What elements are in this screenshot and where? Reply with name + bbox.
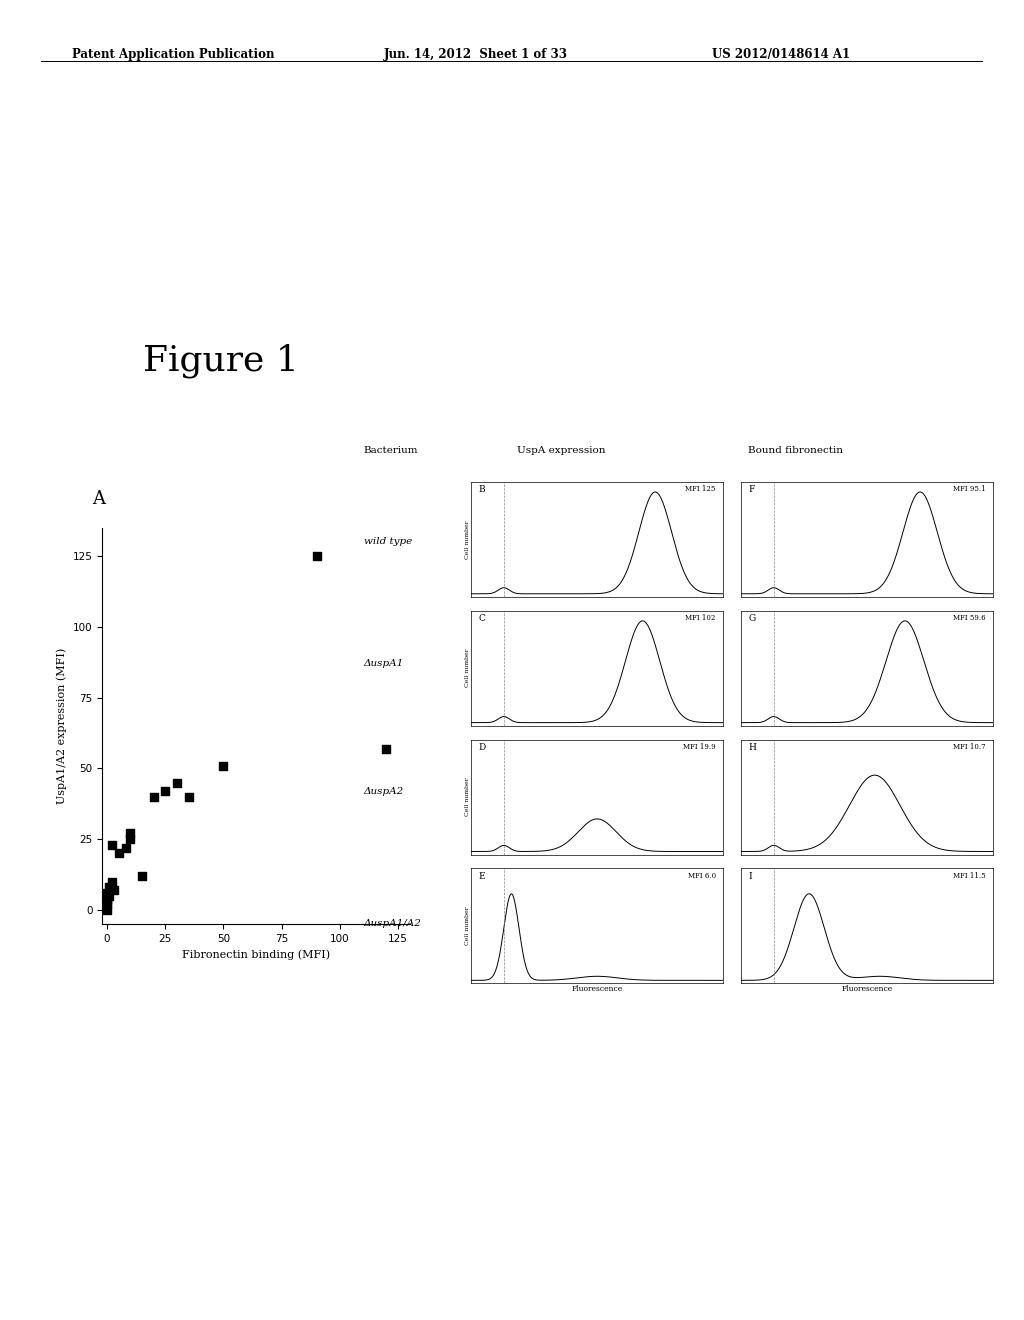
Text: UspA expression: UspA expression bbox=[517, 446, 605, 455]
Point bbox=[99, 899, 116, 920]
Point bbox=[122, 829, 138, 850]
Text: MFI 95.1: MFI 95.1 bbox=[953, 486, 986, 494]
Point bbox=[99, 888, 116, 909]
X-axis label: Fluorescence: Fluorescence bbox=[571, 985, 623, 993]
Point bbox=[101, 876, 118, 898]
Text: MFI 102: MFI 102 bbox=[685, 614, 716, 622]
Point bbox=[103, 834, 120, 855]
Text: F: F bbox=[749, 486, 755, 494]
Point bbox=[145, 787, 162, 808]
Point bbox=[105, 879, 122, 900]
Text: MFI 125: MFI 125 bbox=[685, 486, 716, 494]
Text: MFI 59.6: MFI 59.6 bbox=[953, 614, 986, 622]
Text: C: C bbox=[478, 614, 485, 623]
Point bbox=[111, 842, 127, 863]
Text: wild type: wild type bbox=[364, 537, 412, 545]
Point bbox=[101, 886, 118, 907]
Text: Figure 1: Figure 1 bbox=[143, 343, 299, 378]
Point bbox=[99, 886, 116, 907]
Text: MFI 11.5: MFI 11.5 bbox=[953, 871, 986, 880]
Point bbox=[180, 787, 197, 808]
X-axis label: Fluorescence: Fluorescence bbox=[842, 985, 893, 993]
Text: B: B bbox=[478, 486, 485, 494]
Text: H: H bbox=[749, 743, 757, 752]
Text: D: D bbox=[478, 743, 485, 752]
Text: US 2012/0148614 A1: US 2012/0148614 A1 bbox=[712, 48, 850, 61]
Y-axis label: Cell number: Cell number bbox=[465, 907, 470, 945]
Text: MFI 19.9: MFI 19.9 bbox=[683, 743, 716, 751]
Point bbox=[157, 780, 173, 801]
Point bbox=[99, 894, 116, 915]
Y-axis label: Cell number: Cell number bbox=[465, 777, 470, 816]
Point bbox=[99, 891, 116, 912]
Text: MFI 10.7: MFI 10.7 bbox=[953, 743, 986, 751]
Text: ΔuspA1: ΔuspA1 bbox=[364, 660, 403, 668]
Text: MFI 6.0: MFI 6.0 bbox=[688, 871, 716, 880]
Text: Jun. 14, 2012  Sheet 1 of 33: Jun. 14, 2012 Sheet 1 of 33 bbox=[384, 48, 568, 61]
Point bbox=[103, 871, 120, 892]
Y-axis label: Cell number: Cell number bbox=[465, 520, 470, 558]
Y-axis label: Cell number: Cell number bbox=[465, 649, 470, 688]
Point bbox=[122, 822, 138, 843]
Text: ΔuspA1/A2: ΔuspA1/A2 bbox=[364, 920, 422, 928]
Text: E: E bbox=[478, 871, 485, 880]
Text: Bacterium: Bacterium bbox=[364, 446, 418, 455]
Point bbox=[378, 738, 394, 759]
Point bbox=[118, 837, 134, 858]
Text: Bound fibronectin: Bound fibronectin bbox=[748, 446, 843, 455]
Point bbox=[99, 882, 116, 903]
Point bbox=[308, 545, 325, 566]
Point bbox=[169, 772, 185, 793]
Text: Patent Application Publication: Patent Application Publication bbox=[72, 48, 274, 61]
Text: ΔuspA2: ΔuspA2 bbox=[364, 788, 403, 796]
Y-axis label: UspA1/A2 expression (MFI): UspA1/A2 expression (MFI) bbox=[56, 648, 68, 804]
X-axis label: Fibronectin binding (MFI): Fibronectin binding (MFI) bbox=[182, 949, 330, 960]
Point bbox=[215, 755, 231, 776]
Text: G: G bbox=[749, 614, 756, 623]
Text: A: A bbox=[92, 490, 105, 508]
Text: I: I bbox=[749, 871, 753, 880]
Point bbox=[134, 866, 151, 887]
